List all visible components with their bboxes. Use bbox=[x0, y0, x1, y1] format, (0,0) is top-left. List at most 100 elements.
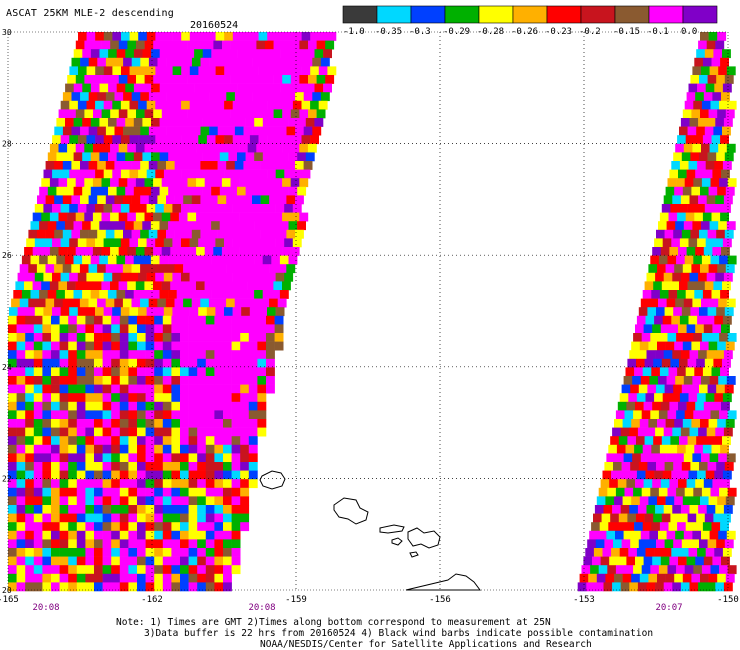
swath-cell bbox=[128, 333, 138, 342]
swath-cell bbox=[102, 496, 112, 506]
swath-cell bbox=[200, 229, 210, 239]
swath-cell bbox=[243, 195, 253, 205]
swath-cell bbox=[679, 126, 688, 136]
swath-cell bbox=[241, 238, 251, 248]
swath-cell bbox=[718, 376, 728, 385]
swath-cell bbox=[647, 384, 657, 394]
swath-cell bbox=[51, 548, 60, 557]
swath-cell bbox=[99, 221, 109, 231]
swath-cell bbox=[617, 401, 627, 411]
swath-cell bbox=[714, 470, 724, 480]
swath-cell bbox=[703, 92, 713, 102]
swath-cell bbox=[73, 118, 83, 127]
swath-cell bbox=[585, 548, 595, 557]
swath-cell bbox=[59, 324, 69, 334]
swath-cell bbox=[223, 315, 232, 325]
swath-cell bbox=[240, 522, 250, 532]
swath-cell bbox=[80, 229, 89, 239]
swath-cell bbox=[33, 350, 43, 360]
swath-cell bbox=[314, 83, 324, 93]
swath-cell bbox=[659, 290, 669, 299]
swath-cell bbox=[161, 247, 171, 256]
swath-cell bbox=[198, 307, 208, 317]
swath-cell bbox=[709, 143, 719, 153]
swath-cell bbox=[94, 341, 103, 351]
swath-cell bbox=[94, 548, 103, 557]
swath-cell bbox=[9, 307, 18, 317]
swath-cell bbox=[171, 556, 181, 566]
lon-tick-label: -162 bbox=[141, 595, 163, 605]
swath-cell bbox=[234, 92, 244, 102]
swath-cell bbox=[320, 92, 330, 102]
map-plot: -165-162-159-156-153-15030282624222020:0… bbox=[0, 28, 739, 613]
swath-cell bbox=[726, 298, 736, 308]
swath-cell bbox=[215, 169, 225, 179]
swath-cell bbox=[34, 272, 44, 282]
swath-cell bbox=[691, 341, 701, 351]
swath-cell bbox=[669, 479, 679, 489]
swath-cell bbox=[59, 496, 69, 506]
swath-cell bbox=[202, 221, 212, 231]
swath-cell bbox=[628, 548, 638, 557]
swath-cell bbox=[102, 548, 112, 557]
swath-cell bbox=[299, 143, 309, 153]
swath-cell bbox=[685, 444, 695, 454]
swath-cell bbox=[708, 419, 718, 428]
swath-cell bbox=[102, 350, 112, 360]
swath-cell bbox=[68, 530, 78, 540]
swath-cell bbox=[708, 264, 718, 274]
swath-cell bbox=[191, 92, 201, 102]
swath-cell bbox=[129, 66, 139, 76]
swath-cell bbox=[243, 57, 253, 67]
swath-cell bbox=[706, 350, 716, 360]
swath-cell bbox=[76, 582, 86, 592]
swath-cell bbox=[51, 427, 60, 437]
swath-cell bbox=[683, 376, 693, 385]
colorbar-swatch bbox=[648, 5, 684, 24]
swath-cell bbox=[663, 427, 673, 437]
swath-cell bbox=[146, 100, 156, 110]
swath-cell bbox=[696, 126, 706, 136]
swath-cell bbox=[105, 229, 115, 239]
swath-cell bbox=[650, 410, 660, 420]
swath-cell bbox=[720, 135, 729, 145]
swath-cell bbox=[42, 341, 52, 351]
swath-cell bbox=[135, 143, 145, 153]
swath-cell bbox=[198, 32, 208, 41]
swath-cell bbox=[172, 169, 182, 179]
swath-cell bbox=[119, 505, 129, 514]
swath-cell bbox=[174, 57, 184, 67]
swath-cell bbox=[119, 513, 129, 523]
swath-cell bbox=[25, 513, 35, 523]
swath-cell bbox=[722, 49, 731, 59]
swath-cell bbox=[88, 126, 98, 136]
lon-tick-label: -165 bbox=[0, 595, 19, 605]
swath-cell bbox=[615, 453, 624, 463]
swath-cell bbox=[33, 573, 43, 583]
swath-cell bbox=[171, 350, 181, 360]
swath-cell bbox=[180, 324, 189, 334]
swath-cell bbox=[683, 453, 693, 463]
swath-cell bbox=[43, 238, 53, 248]
swath-cell bbox=[708, 109, 718, 119]
swath-cell bbox=[205, 573, 215, 583]
swath-cell bbox=[148, 298, 158, 308]
swath-cell bbox=[621, 384, 631, 394]
swath-cell bbox=[171, 384, 181, 394]
swath-cell bbox=[705, 238, 715, 248]
swath-cell bbox=[702, 57, 712, 67]
swath-cell bbox=[308, 40, 317, 50]
swath-cell bbox=[658, 298, 667, 308]
swath-cell bbox=[67, 247, 76, 256]
swath-cell bbox=[85, 376, 95, 385]
swath-cell bbox=[213, 178, 223, 188]
swath-cell bbox=[59, 582, 69, 592]
swath-cell bbox=[33, 333, 43, 342]
swath-cell bbox=[213, 75, 223, 84]
swath-cell bbox=[312, 92, 322, 102]
swath-cell bbox=[710, 565, 720, 575]
swath-cell bbox=[228, 49, 238, 59]
swath-cell bbox=[638, 384, 648, 394]
swath-cell bbox=[223, 479, 232, 489]
swath-cell bbox=[197, 505, 207, 514]
